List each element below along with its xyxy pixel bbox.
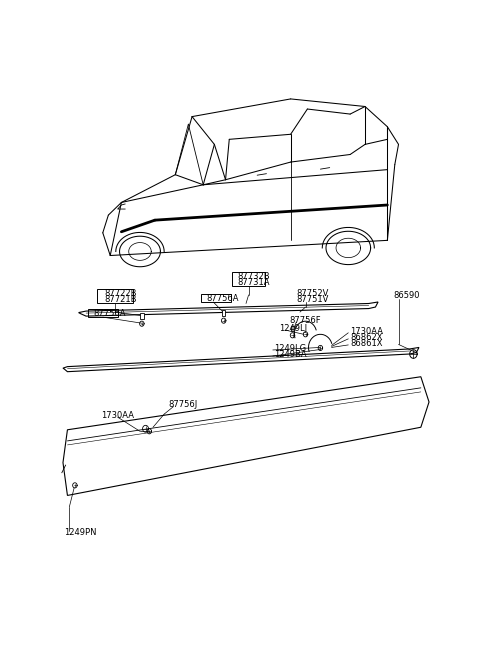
Text: 1249LG: 1249LG [274, 344, 306, 353]
Text: 1249BA: 1249BA [274, 350, 307, 359]
Bar [232, 272, 265, 286]
Text: 87722B: 87722B [105, 289, 137, 298]
Text: 87756F: 87756F [289, 316, 321, 325]
Bar [291, 326, 294, 331]
Bar [97, 289, 132, 303]
Text: 87721B: 87721B [105, 295, 137, 304]
Text: 87756A: 87756A [206, 294, 239, 303]
Bar [222, 310, 225, 316]
Text: 1249LJ: 1249LJ [279, 324, 308, 333]
Bar [140, 314, 144, 319]
Text: 1730AA: 1730AA [101, 411, 134, 420]
Text: 87751V: 87751V [296, 295, 329, 304]
Text: 86861X: 86861X [350, 339, 383, 348]
Text: 87752V: 87752V [296, 289, 329, 298]
Text: 87732B: 87732B [238, 272, 270, 281]
Bar [202, 294, 231, 302]
Text: 87756A: 87756A [94, 309, 126, 318]
Text: 86862X: 86862X [350, 333, 383, 342]
Text: 1730AA: 1730AA [350, 327, 383, 336]
Text: 1249PN: 1249PN [64, 528, 96, 537]
Bar [88, 309, 118, 317]
Text: 86590: 86590 [393, 291, 420, 300]
Text: 87731A: 87731A [238, 278, 270, 287]
Text: 87756J: 87756J [168, 400, 197, 409]
